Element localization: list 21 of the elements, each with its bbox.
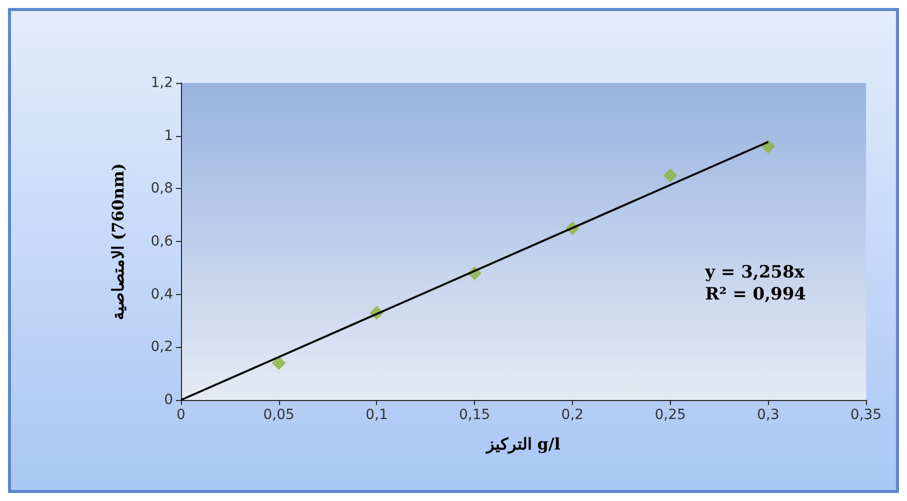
y-tick-label: 0 — [164, 392, 173, 408]
y-tick-label: 0,4 — [150, 286, 174, 302]
x-tick-label: 0,3 — [757, 407, 780, 423]
y-tick-label: 0,6 — [150, 234, 174, 250]
x-tick-label: 0,35 — [850, 407, 882, 423]
x-tick-label: 0,2 — [561, 407, 584, 423]
x-axis-title: التركيز g/l — [486, 434, 560, 454]
annotation: y = 3,258x — [704, 262, 806, 282]
x-tick-label: 0 — [176, 407, 186, 423]
x-tick-label: 0,1 — [366, 407, 388, 423]
point — [663, 168, 678, 182]
y-tick-label: 0,2 — [150, 339, 173, 356]
x-tick-label: 0,05 — [263, 407, 294, 423]
point — [272, 356, 286, 370]
y-tick-label: 1 — [164, 128, 173, 144]
y-tick-label: 1,2 — [150, 75, 173, 91]
y-axis-title: الامتصاصية (760nm) — [108, 163, 128, 320]
annotation: R² = 0,994 — [705, 284, 806, 304]
x-tick-label: 0,15 — [458, 407, 490, 423]
x-tick-label: 0,25 — [654, 407, 686, 423]
y-tick-label: 0,8 — [150, 180, 173, 197]
